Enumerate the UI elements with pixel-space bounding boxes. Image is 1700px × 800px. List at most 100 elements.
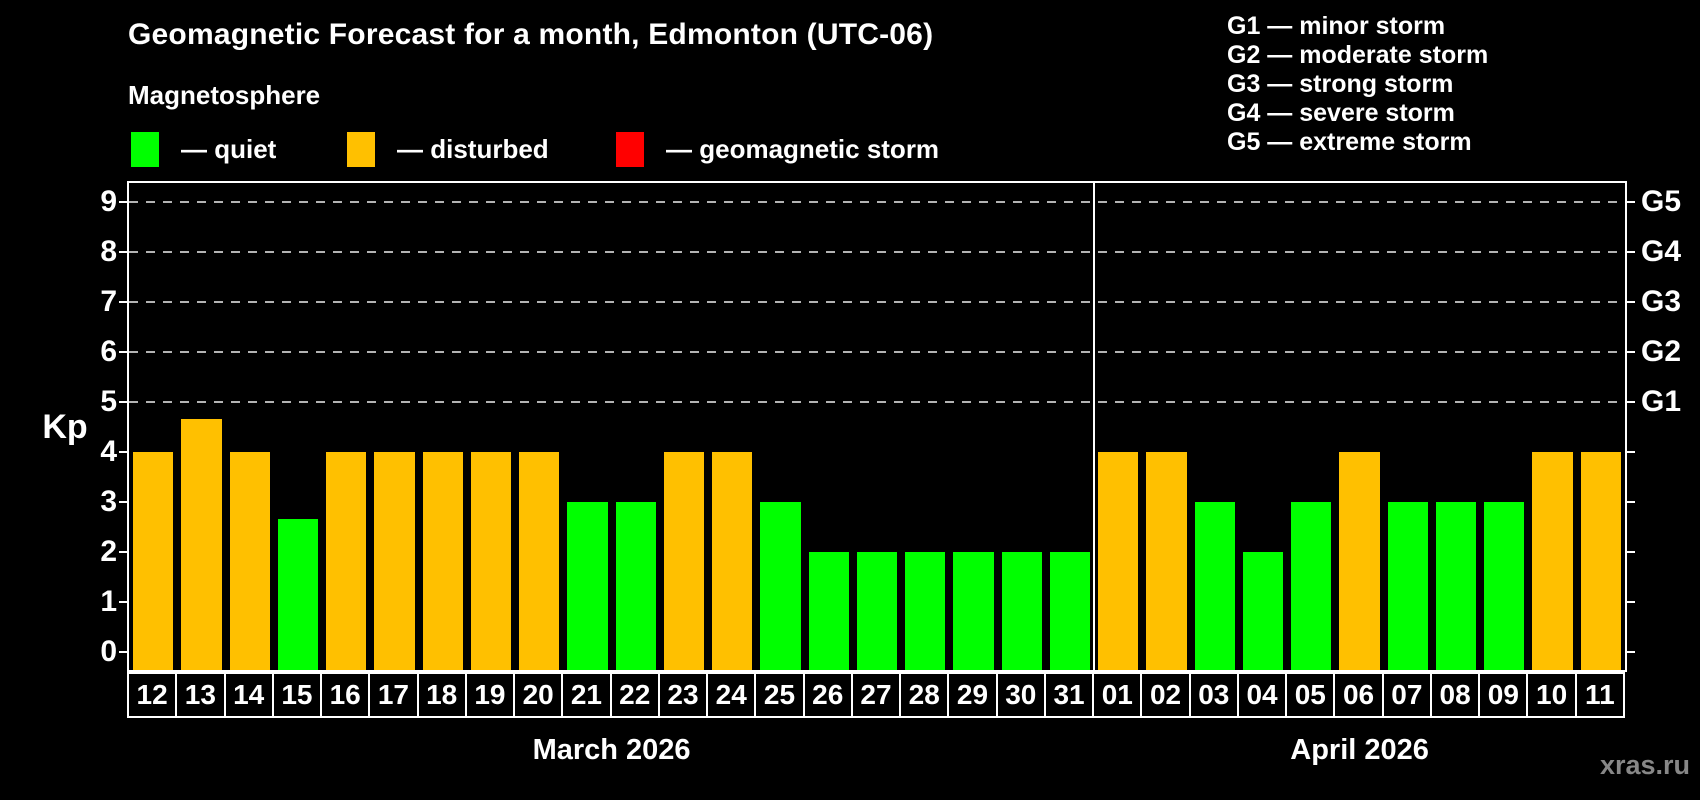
right-axis-tick <box>1627 651 1635 653</box>
kp-bar <box>181 418 222 670</box>
month-label: April 2026 <box>1290 734 1429 766</box>
kp-bar <box>519 452 560 670</box>
kp-bar <box>1194 502 1235 670</box>
kp-bar <box>1291 502 1332 670</box>
kp-bar <box>1146 452 1187 670</box>
right-axis-tick <box>1627 351 1635 353</box>
right-axis-tick <box>1627 501 1635 503</box>
kp-bar <box>1435 502 1477 670</box>
kp-bar <box>567 502 608 670</box>
day-label: 07 <box>1381 672 1432 718</box>
y-axis-tick <box>119 351 127 353</box>
kp-bar <box>1484 502 1525 670</box>
day-label: 08 <box>1429 672 1481 718</box>
g-scale-legend-line: G5 — extreme storm <box>1227 128 1472 156</box>
kp-bar <box>374 452 415 670</box>
day-label: 17 <box>368 672 419 718</box>
day-label: 26 <box>802 672 853 718</box>
day-label: 25 <box>754 672 805 718</box>
gridline <box>129 201 1625 203</box>
day-label: 24 <box>706 672 757 718</box>
y-tick-label: 4 <box>100 435 117 468</box>
kp-bar <box>1387 502 1428 670</box>
gridline <box>129 351 1625 353</box>
kp-bar <box>856 552 898 670</box>
chart-subtitle: Magnetosphere <box>128 80 321 110</box>
g-scale-legend-line: G2 — moderate storm <box>1227 41 1489 69</box>
right-axis-tick <box>1627 401 1635 403</box>
kp-bar <box>229 452 270 670</box>
g-level-label: G5 <box>1641 185 1682 218</box>
storm-color-swatch <box>616 132 644 167</box>
right-axis-tick <box>1627 451 1635 453</box>
plot-area: 0 1 2 3 4 5 6 7 8 9 G1 G2 G3 G4 G5 <box>100 181 1681 672</box>
kp-bar <box>470 452 512 670</box>
kp-bar <box>808 552 849 670</box>
kp-bar <box>1532 452 1573 670</box>
y-axis-tick <box>119 301 127 303</box>
y-tick-label: 0 <box>100 635 117 668</box>
day-label: 23 <box>657 672 709 718</box>
y-tick-label: 2 <box>100 535 117 568</box>
y-axis-tick <box>119 251 127 253</box>
y-tick-label: 7 <box>100 285 117 318</box>
legend-item-quiet: — quiet <box>131 132 276 167</box>
month-label: March 2026 <box>532 734 691 766</box>
day-label: 06 <box>1333 672 1384 718</box>
day-label: 27 <box>850 672 902 718</box>
gridline <box>129 251 1625 253</box>
kp-bar <box>277 518 319 670</box>
g-scale-legend-line: G3 — strong storm <box>1227 70 1454 98</box>
kp-bar <box>953 552 994 670</box>
g-level-label: G2 <box>1641 335 1682 368</box>
day-label: 31 <box>1043 672 1095 718</box>
g-level-label: G4 <box>1641 235 1682 268</box>
g-scale-legend: G1 — minor storm G2 — moderate storm G3 — … <box>1227 12 1488 157</box>
day-label: 02 <box>1140 672 1191 718</box>
y-tick-label: 5 <box>100 385 117 418</box>
y-axis-tick <box>119 451 127 453</box>
right-axis-tick <box>1627 601 1635 603</box>
kp-bar <box>1001 552 1042 670</box>
gridline <box>129 401 1625 403</box>
right-axis-tick <box>1627 251 1635 253</box>
quiet-color-swatch <box>131 132 159 167</box>
kp-bar <box>663 452 705 670</box>
kp-bar <box>1049 552 1091 670</box>
kp-bar <box>615 502 656 670</box>
kp-bar <box>905 552 946 670</box>
day-label: 03 <box>1188 672 1239 718</box>
day-label: 28 <box>899 672 950 718</box>
y-axis-tick <box>119 551 127 553</box>
g-scale-legend-line: G1 — minor storm <box>1227 12 1446 40</box>
disturbed-color-swatch <box>347 132 375 167</box>
kp-bar <box>1242 552 1284 670</box>
right-axis-tick <box>1627 301 1635 303</box>
day-label: 11 <box>1574 672 1625 718</box>
legend-item-storm: — geomagnetic storm <box>616 132 939 167</box>
y-axis-tick <box>119 401 127 403</box>
kp-bar <box>712 452 753 670</box>
day-label: 01 <box>1092 672 1143 718</box>
day-label: 13 <box>175 672 226 718</box>
day-label: 10 <box>1526 672 1577 718</box>
g-scale-legend-line: G4 — severe storm <box>1227 99 1455 127</box>
day-label: 18 <box>416 672 467 718</box>
legend-item-label: — disturbed <box>397 134 549 164</box>
g-level-label: G3 <box>1641 285 1682 318</box>
kp-bar <box>422 452 463 670</box>
day-label: 14 <box>223 672 274 718</box>
day-label: 19 <box>464 672 516 718</box>
kp-bar <box>1098 452 1139 670</box>
y-tick-label: 1 <box>100 585 117 618</box>
day-label: 12 <box>127 672 178 718</box>
page-title: Geomagnetic Forecast for a month, Edmont… <box>128 18 934 51</box>
y-tick-label: 3 <box>100 485 117 518</box>
day-label: 15 <box>271 672 323 718</box>
right-axis-tick <box>1627 551 1635 553</box>
day-label: 16 <box>320 672 371 718</box>
kp-bar <box>1339 452 1380 670</box>
legend-item-label: — quiet <box>181 134 277 164</box>
kp-axis-label: Kp <box>42 408 88 446</box>
